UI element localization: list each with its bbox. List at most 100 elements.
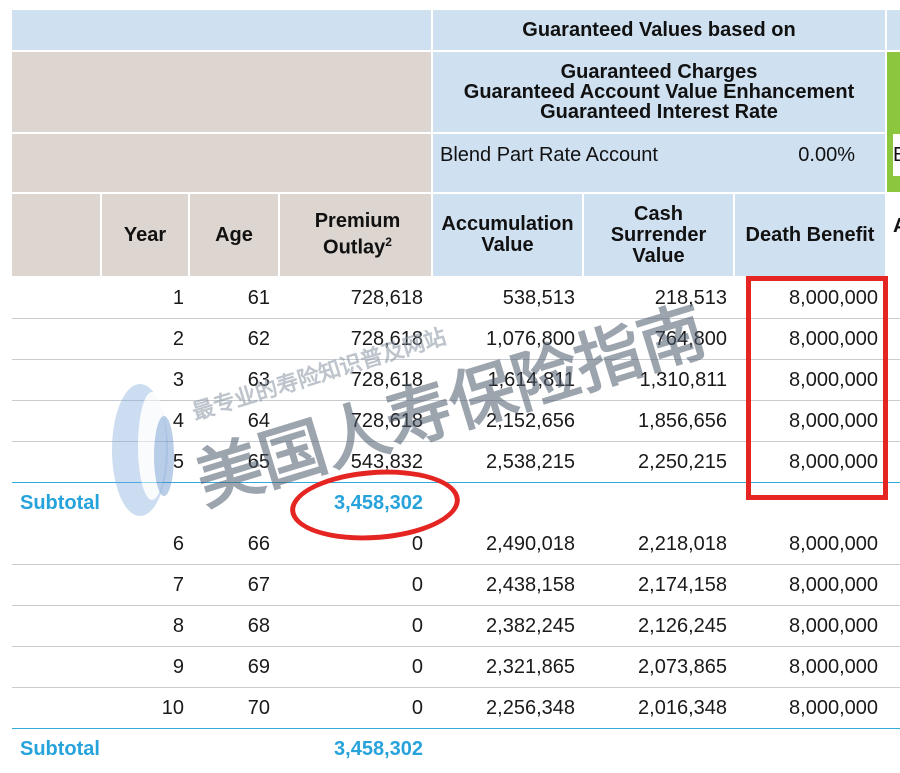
colhead-spacer xyxy=(12,194,100,276)
cell-accumulation: 2,538,215 xyxy=(486,451,575,473)
header-grey-block-1 xyxy=(12,52,431,132)
cell-accumulation: 2,438,158 xyxy=(486,574,575,596)
table-row: 7 67 0 2,438,158 2,174,158 8,000,000 xyxy=(12,565,900,606)
cell-death-benefit: 8,000,000 xyxy=(789,328,878,350)
colhead-cash: Cash Surrender Value xyxy=(584,194,733,276)
cell-cash-surrender: 1,310,811 xyxy=(639,369,728,391)
subtotal-premium: 3,458,302 xyxy=(334,738,423,760)
cell-year: 3 xyxy=(172,369,184,391)
table-row: 4 64 728,618 2,152,656 1,856,656 8,000,0… xyxy=(12,401,900,442)
guaranteed-basis-lines: Guaranteed Charges Guaranteed Account Va… xyxy=(433,52,885,132)
cell-death-benefit: 8,000,000 xyxy=(789,287,878,309)
table-row: 9 69 0 2,321,865 2,073,865 8,000,000 xyxy=(12,647,900,688)
cell-cash-surrender: 764,800 xyxy=(654,328,727,350)
cell-death-benefit: 8,000,000 xyxy=(789,410,878,432)
accum-line1: Accumulation xyxy=(441,213,574,235)
cell-accumulation: 538,513 xyxy=(502,287,575,309)
subtotal-label: Subtotal xyxy=(20,738,100,760)
subtotal-label: Subtotal xyxy=(20,492,100,514)
guaranteed-enhancement-line: Guaranteed Account Value Enhancement xyxy=(463,81,855,103)
blend-label: Blend Part Rate Account xyxy=(440,144,658,166)
colhead-age: Age xyxy=(190,194,278,276)
cell-age: 69 xyxy=(247,656,270,678)
cell-accumulation: 2,382,245 xyxy=(486,615,575,637)
cell-premium: 0 xyxy=(411,574,423,596)
cell-age: 66 xyxy=(247,533,270,555)
cell-premium: 0 xyxy=(411,697,423,719)
cell-cash-surrender: 2,126,245 xyxy=(638,615,727,637)
cell-premium: 728,618 xyxy=(350,287,423,309)
cell-premium: 728,618 xyxy=(350,328,423,350)
rows-group-b: 6 66 0 2,490,018 2,218,018 8,000,000 7 6… xyxy=(0,524,900,729)
cell-year: 5 xyxy=(172,451,184,473)
table-row: 6 66 0 2,490,018 2,218,018 8,000,000 xyxy=(12,524,900,565)
colhead-accumulation: Accumulation Value xyxy=(433,194,582,276)
cell-age: 61 xyxy=(247,287,270,309)
premium-footnote: 2 xyxy=(385,235,392,250)
premium-line1: Premium xyxy=(314,210,401,233)
cell-accumulation: 1,076,800 xyxy=(486,328,575,350)
cash-line2: Surrender xyxy=(610,223,707,246)
cell-accumulation: 2,256,348 xyxy=(486,697,575,719)
cell-age: 63 xyxy=(247,369,270,391)
cell-year: 6 xyxy=(172,533,184,555)
cell-age: 70 xyxy=(247,697,270,719)
cell-accumulation: 2,490,018 xyxy=(486,533,575,555)
cell-premium: 0 xyxy=(411,615,423,637)
header-top-right-edge xyxy=(887,10,900,50)
cell-age: 68 xyxy=(247,615,270,637)
cell-accumulation: 1,614,811 xyxy=(487,369,576,391)
colhead-death: Death Benefit xyxy=(735,194,885,276)
cell-death-benefit: 8,000,000 xyxy=(789,451,878,473)
subtotal-premium: 3,458,302 xyxy=(334,492,423,514)
cell-accumulation: 2,321,865 xyxy=(486,656,575,678)
cell-cash-surrender: 2,073,865 xyxy=(638,656,727,678)
table-row: 8 68 0 2,382,245 2,126,245 8,000,000 xyxy=(12,606,900,647)
edge-letter-e: E xyxy=(893,134,900,176)
cell-death-benefit: 8,000,000 xyxy=(789,369,878,391)
cell-death-benefit: 8,000,000 xyxy=(789,615,878,637)
cell-year: 2 xyxy=(172,328,184,350)
cell-year: 1 xyxy=(172,287,184,309)
colhead-premium: Premium Outlay2 xyxy=(280,194,431,276)
cell-death-benefit: 8,000,000 xyxy=(789,533,878,555)
cell-accumulation: 2,152,656 xyxy=(486,410,575,432)
cell-premium: 0 xyxy=(411,656,423,678)
accum-line2: Value xyxy=(481,234,534,256)
guaranteed-interest-line: Guaranteed Interest Rate xyxy=(540,101,778,123)
cell-age: 67 xyxy=(247,574,270,596)
subtotal-row: Subtotal 3,458,302 xyxy=(12,728,900,770)
guaranteed-values-title: Guaranteed Values based on xyxy=(433,10,885,50)
table-row: 3 63 728,618 1,614,811 1,310,811 8,000,0… xyxy=(12,360,900,401)
blend-rate: 0.00% xyxy=(798,144,855,166)
cell-premium: 728,618 xyxy=(350,369,423,391)
cell-age: 62 xyxy=(247,328,270,350)
table-row: 10 70 0 2,256,348 2,016,348 8,000,000 xyxy=(12,688,900,728)
cell-premium: 543,832 xyxy=(350,451,423,473)
edge-letter-a: A xyxy=(893,194,900,276)
header-top-left xyxy=(12,10,431,50)
premium-line2-wrap: Outlay2 xyxy=(323,232,392,259)
cell-death-benefit: 8,000,000 xyxy=(789,656,878,678)
table-row: 1 61 728,618 538,513 218,513 8,000,000 xyxy=(12,278,900,319)
cell-death-benefit: 8,000,000 xyxy=(789,574,878,596)
cell-cash-surrender: 2,174,158 xyxy=(638,574,727,596)
header-grey-block-2 xyxy=(12,134,431,192)
cell-premium: 728,618 xyxy=(350,410,423,432)
cell-year: 9 xyxy=(172,656,184,678)
cell-age: 64 xyxy=(247,410,270,432)
cash-line3: Value xyxy=(632,244,685,267)
cell-year: 4 xyxy=(172,410,184,432)
cell-cash-surrender: 2,250,215 xyxy=(638,451,727,473)
subtotal-row: Subtotal 3,458,302 xyxy=(12,482,900,524)
cell-death-benefit: 8,000,000 xyxy=(789,697,878,719)
guaranteed-charges-line: Guaranteed Charges xyxy=(560,61,758,83)
cell-cash-surrender: 1,856,656 xyxy=(638,410,727,432)
colhead-year: Year xyxy=(102,194,188,276)
cell-year: 10 xyxy=(161,697,184,719)
premium-line2: Outlay xyxy=(323,236,386,259)
cell-cash-surrender: 2,016,348 xyxy=(638,697,727,719)
cell-age: 65 xyxy=(247,451,270,473)
cell-cash-surrender: 218,513 xyxy=(654,287,727,309)
cell-premium: 0 xyxy=(411,533,423,555)
